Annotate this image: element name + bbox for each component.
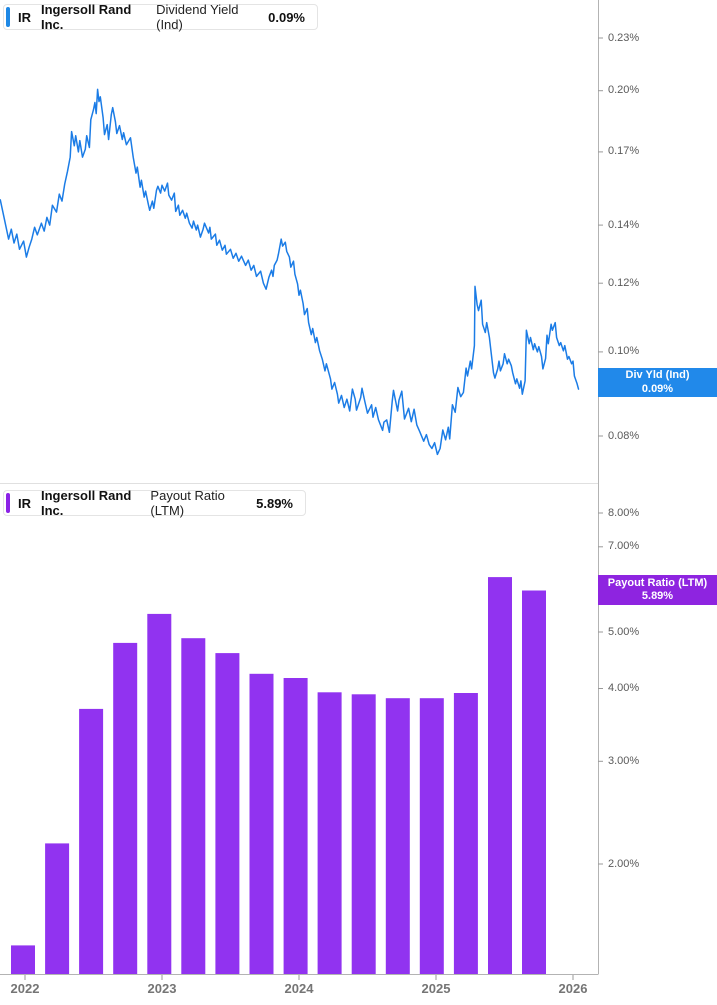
- header-chip-dividend-yield: IR Ingersoll Rand Inc. Dividend Yield (I…: [3, 2, 318, 32]
- y-tick-label: 0.10%: [608, 345, 640, 357]
- y-tick-label: 8.00%: [608, 507, 640, 519]
- payout-ratio-bar[interactable]: [147, 613, 172, 974]
- metric-name: Payout Ratio (LTM): [150, 488, 225, 518]
- badge-value: 5.89%: [641, 590, 674, 602]
- payout-ratio-bar[interactable]: [215, 653, 240, 974]
- payout-ratio-bar[interactable]: [249, 673, 274, 974]
- y-tick-label: 4.00%: [608, 682, 640, 694]
- payout-ratio-bar[interactable]: [11, 945, 35, 974]
- y-tick-label: 3.00%: [608, 755, 640, 767]
- y-tick-label: 0.20%: [608, 84, 640, 96]
- x-tick-label: 2026: [558, 981, 588, 996]
- y-tick-label: 7.00%: [608, 540, 640, 552]
- payout-ratio-bar[interactable]: [45, 843, 70, 974]
- x-tick-label: 2022: [10, 981, 40, 996]
- payout-ratio-bar[interactable]: [351, 694, 376, 974]
- series-accent-bar-purple: [6, 493, 10, 513]
- x-tick-label: 2025: [421, 981, 451, 996]
- last-value-badge-div-yld: Div Yld (Ind) 0.09%: [598, 368, 717, 397]
- payout-ratio-bar[interactable]: [317, 692, 342, 974]
- x-tick-label: 2023: [147, 981, 177, 996]
- badge-label: Payout Ratio (LTM): [607, 576, 708, 589]
- header-chip-payout-ratio: IR Ingersoll Rand Inc. Payout Ratio (LTM…: [3, 488, 306, 518]
- y-tick-label: 0.12%: [608, 277, 640, 289]
- metric-name: Dividend Yield (Ind): [156, 2, 239, 32]
- payout-ratio-bar[interactable]: [385, 698, 410, 974]
- payout-ratio-bar[interactable]: [113, 642, 138, 974]
- last-value-badge-payout-ratio: Payout Ratio (LTM) 5.89%: [598, 575, 717, 605]
- payout-ratio-bar[interactable]: [283, 678, 308, 974]
- y-tick-label: 5.00%: [608, 626, 640, 638]
- y-tick-label: 0.08%: [608, 430, 640, 442]
- y-tick-label: 0.17%: [608, 145, 640, 157]
- y-tick-label: 2.00%: [608, 858, 640, 870]
- company-name: Ingersoll Rand Inc.: [41, 488, 132, 518]
- payout-ratio-bar[interactable]: [453, 693, 478, 974]
- payout-ratio-bar[interactable]: [522, 590, 546, 975]
- series-accent-bar-blue: [6, 7, 10, 27]
- ticker-symbol: IR: [18, 495, 31, 511]
- y-tick-label: 0.14%: [608, 219, 640, 231]
- payout-ratio-bar[interactable]: [181, 638, 206, 974]
- payout-ratio-bar[interactable]: [419, 698, 444, 974]
- x-tick-label: 2024: [284, 981, 314, 996]
- payout-ratio-bar[interactable]: [488, 577, 512, 974]
- y-tick-label: 0.23%: [608, 32, 640, 44]
- ticker-symbol: IR: [18, 9, 31, 25]
- dividend-yield-line[interactable]: [0, 88, 580, 456]
- company-name: Ingersoll Rand Inc.: [41, 2, 132, 32]
- metric-value: 0.09%: [268, 9, 305, 25]
- payout-ratio-bar[interactable]: [79, 708, 104, 974]
- badge-value: 0.09%: [641, 382, 674, 395]
- badge-label: Div Yld (Ind): [625, 369, 690, 381]
- metric-value: 5.89%: [256, 495, 293, 511]
